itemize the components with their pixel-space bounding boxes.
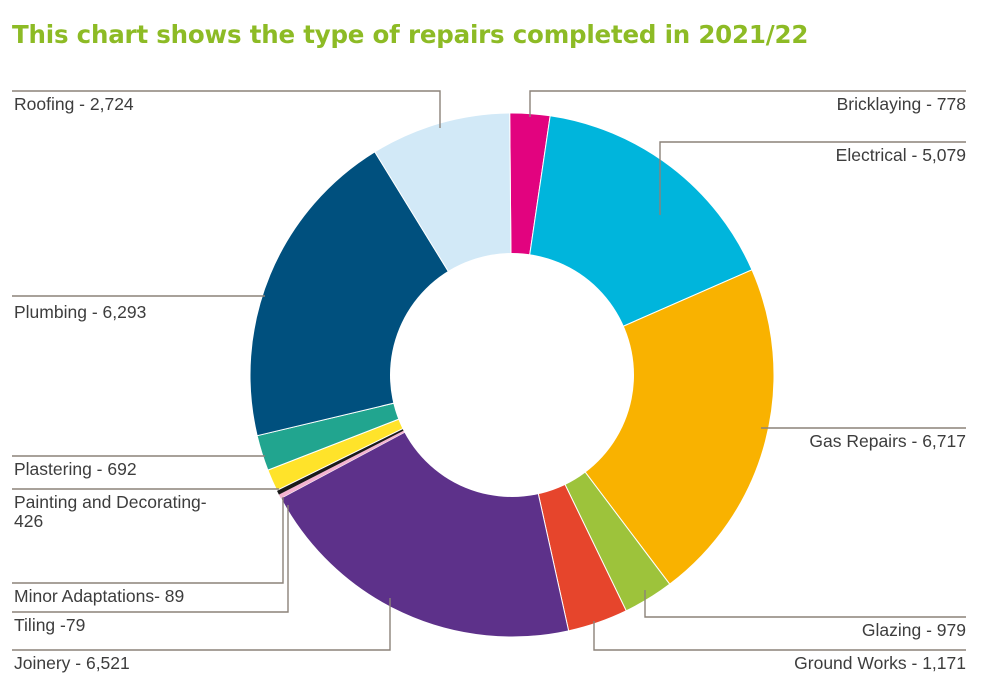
leader-line-glazing	[644, 590, 966, 618]
label-tiling: Tiling -79	[14, 615, 85, 635]
label-minor-adaptations: Minor Adaptations- 89	[14, 586, 184, 606]
label-ground-works: Ground Works - 1,171	[794, 653, 966, 673]
leader-line-ground-works	[593, 621, 966, 651]
label-plastering: Plastering - 692	[14, 459, 137, 479]
leader-line-bricklaying	[529, 90, 966, 117]
label-bricklaying: Bricklaying - 778	[837, 94, 966, 114]
label-joinery: Joinery - 6,521	[14, 653, 130, 673]
label-plumbing: Plumbing - 6,293	[14, 302, 146, 322]
donut-hole	[390, 253, 634, 497]
labels-group: Bricklaying - 778 Electrical - 5,079 Gas R…	[14, 94, 966, 673]
leader-line-electrical	[659, 141, 966, 215]
label-electrical: Electrical - 5,079	[836, 145, 966, 165]
leader-line-tiling	[12, 505, 289, 613]
leader-line-joinery	[12, 598, 391, 651]
label-roofing: Roofing - 2,724	[14, 94, 134, 114]
leader-lines-group	[12, 90, 966, 651]
label-glazing: Glazing - 979	[862, 620, 966, 640]
label-painting-and-decorating: Painting and Decorating-426	[14, 492, 207, 531]
chart-title: This chart shows the type of repairs com…	[12, 20, 809, 49]
label-gas-repairs: Gas Repairs - 6,717	[809, 431, 966, 451]
leader-line-minor-adaptations	[12, 497, 284, 584]
leader-line-roofing	[12, 90, 441, 128]
